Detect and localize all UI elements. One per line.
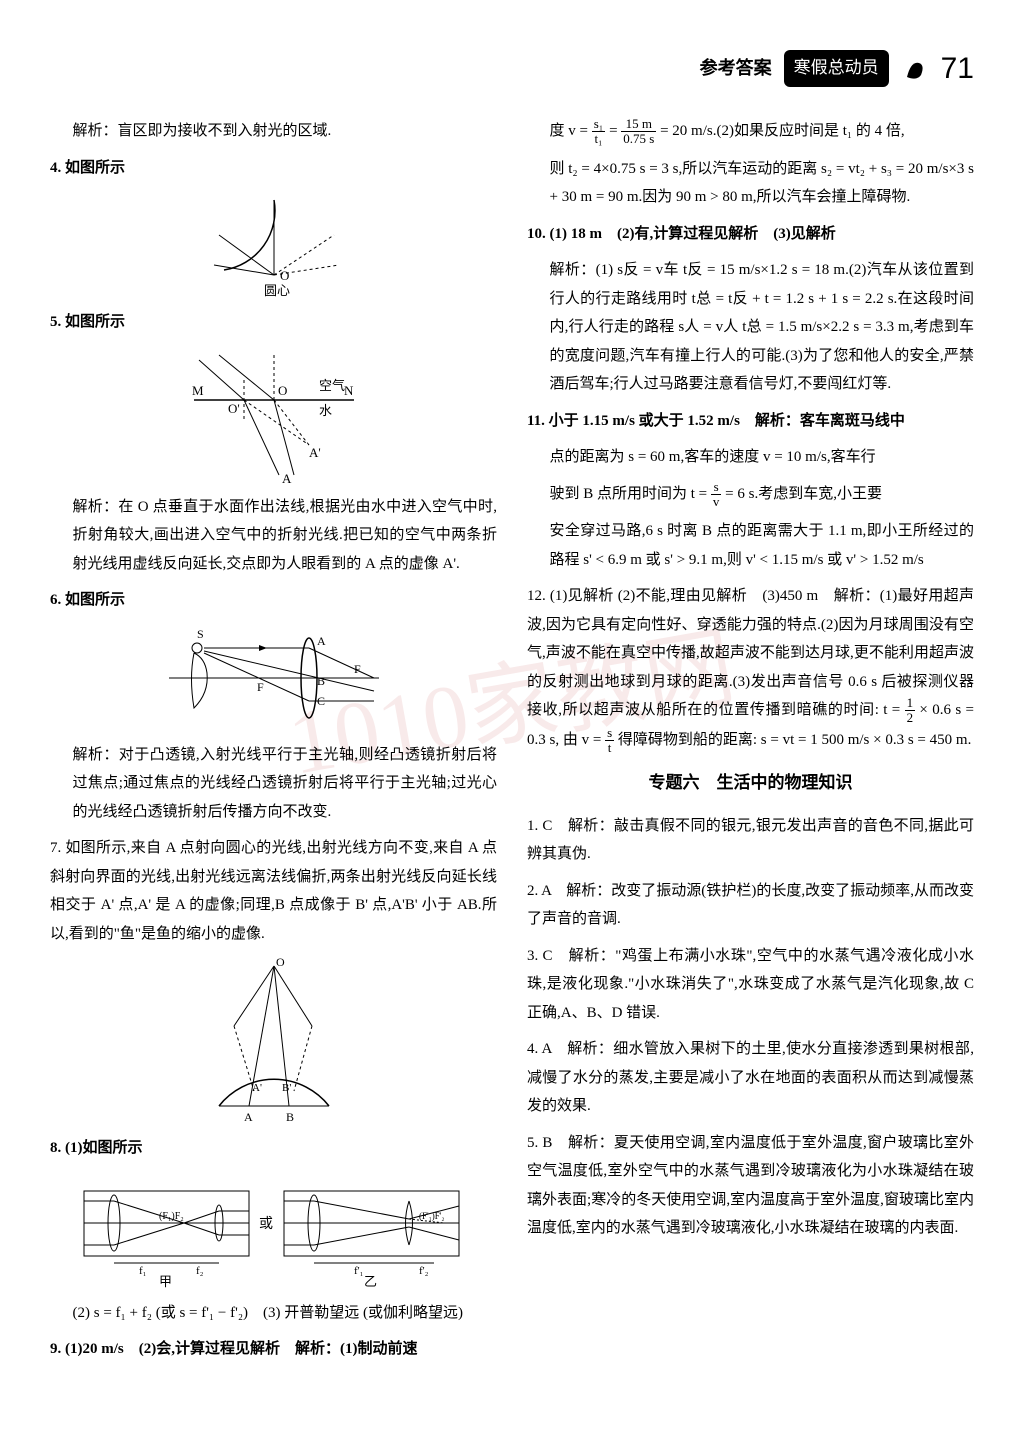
svg-text:B: B [317, 674, 325, 688]
figure-8: <😨line x1="10" y1="30" x2="40" y2="30" s… [50, 1171, 497, 1291]
svg-text:A: A [317, 634, 326, 648]
q3-explanation: 解析：盲区即为接收不到入射光的区域. [50, 117, 497, 146]
q11-b: 驶到 B 点所用时间为 t = sv = 6 s.考虑到车宽,小王要 [527, 480, 974, 510]
q5-explanation: 解析：在 O 点垂直于水面作出法线,根据光由水中进入空气中时,折射角较大,画出进… [50, 493, 497, 579]
svg-text:F: F [257, 680, 264, 694]
svg-text:S: S [197, 627, 204, 641]
fig8-svg: <😨line x1="10" y1="30" x2="40" y2="30" s… [74, 1171, 474, 1291]
q12: 12. (1)见解析 (2)不能,理由见解析 (3)450 m 解析：(1)最好… [527, 582, 974, 755]
q9-eq: = [609, 123, 621, 139]
svg-text:f'₂: f'₂ [419, 1265, 429, 1277]
q10-num: 10. (1) 18 m (2)有,计算过程见解析 (3)见解析 [527, 226, 836, 242]
svg-text:B': B' [282, 1082, 291, 1094]
fig4-svg: O 圆心 [204, 190, 344, 300]
q6-explanation: 解析：对于凸透镜,入射光线平行于主光轴,则经凸透镜折射后将过焦点;通过焦点的光线… [50, 741, 497, 827]
page-root: 1010家教网 参考答案 寒假总动员 71 解析：盲区即为接收不到入射光的区域.… [50, 40, 974, 1372]
q11-b-a: 驶到 B 点所用时间为 t = [550, 486, 711, 502]
s6-q4: 4. A 解析：细水管放入果树下的土里,使水分直接渗透到果树根部,减慢了水分的蒸… [527, 1035, 974, 1121]
q11-num: 11. 小于 1.15 m/s 或大于 1.52 m/s 解析：客车离斑马线中 [527, 413, 905, 429]
svg-text:A: A [282, 471, 292, 485]
svg-text:A': A' [309, 445, 321, 460]
svg-text:F: F [354, 662, 361, 676]
q6-label: 6. 如图所示 [50, 586, 497, 615]
section-6-title: 专题六 生活中的物理知识 [527, 767, 974, 799]
fraction-icon: st [605, 726, 614, 756]
s6-q3: 3. C 解析："鸡蛋上布满小水珠",空气中的水蒸气遇冷液化成小水珠,是液化现象… [527, 942, 974, 1028]
q11-b-b: = 6 s.考虑到车宽,小王要 [725, 486, 882, 502]
q12-c: 得障碍物到船的距离: s = vt = 1 500 m/s × 0.3 s = … [618, 732, 971, 748]
header-ref-label: 参考答案 [700, 51, 772, 85]
svg-text:水: 水 [319, 403, 332, 418]
svg-text:O: O [280, 268, 289, 283]
svg-text:f'₁: f'₁ [354, 1265, 364, 1277]
q8-label: 8. (1)如图所示 [50, 1134, 497, 1163]
q9-label: 9. (1)20 m/s (2)会,计算过程见解析 解析：(1)制动前速 [50, 1335, 497, 1364]
q6-num: 6. 如图所示 [50, 592, 125, 608]
s6-q5: 5. B 解析：夏天使用空调,室内温度低于室外温度,窗户玻璃比室外空气温度低,室… [527, 1129, 974, 1243]
fraction-icon: 15 m0.75 s [621, 117, 656, 147]
svg-text:A: A [244, 1110, 253, 1124]
svg-text:C: C [317, 694, 325, 708]
q8-num: 8. (1)如图所示 [50, 1140, 143, 1156]
q10-explanation: 解析：(1) s反 = v车 t反 = 15 m/s×1.2 s = 18 m.… [527, 256, 974, 399]
figure-4: O 圆心 [50, 190, 497, 300]
svg-text:M: M [192, 383, 204, 398]
mascot-icon [901, 55, 929, 83]
two-column-layout: 解析：盲区即为接收不到入射光的区域. 4. 如图所示 O 圆心 5. 如图所示 [50, 117, 974, 1372]
svg-text:甲: 甲 [159, 1274, 172, 1289]
fraction-icon: 12 [905, 696, 916, 726]
left-column: 解析：盲区即为接收不到入射光的区域. 4. 如图所示 O 圆心 5. 如图所示 [50, 117, 497, 1372]
q5-label: 5. 如图所示 [50, 308, 497, 337]
svg-text:O: O [276, 956, 285, 969]
fig6-svg: S A B C F F [159, 623, 389, 733]
q9-num: 9. (1)20 m/s (2)会,计算过程见解析 解析：(1)制动前速 [50, 1341, 417, 1357]
content-area: 参考答案 寒假总动员 71 解析：盲区即为接收不到入射光的区域. 4. 如图所示 [50, 40, 974, 1372]
svg-text:O': O' [228, 401, 240, 416]
q4-label: 4. 如图所示 [50, 154, 497, 183]
fraction-icon: sv [711, 480, 722, 510]
s6-q1: 1. C 解析：敲击真假不同的银元,银元发出声音的音色不同,据此可辨其真伪. [527, 812, 974, 869]
figure-7: O A B A' B' [50, 956, 497, 1126]
s6-q2: 2. A 解析：改变了振动源(铁护栏)的长度,改变了振动频率,从而改变了声音的音… [527, 877, 974, 934]
svg-text:f₂: f₂ [196, 1265, 204, 1277]
svg-text:A': A' [252, 1082, 262, 1094]
svg-text:或: 或 [259, 1216, 273, 1232]
svg-text:N: N [344, 383, 354, 398]
right-column: 度 v = s₁t₁ = 15 m0.75 s = 20 m/s.(2)如果反应… [527, 117, 974, 1372]
header-badge: 寒假总动员 [784, 50, 889, 86]
q9-cont: 度 v = s₁t₁ = 15 m0.75 s = 20 m/s.(2)如果反应… [527, 117, 974, 147]
q11-label: 11. 小于 1.15 m/s 或大于 1.52 m/s 解析：客车离斑马线中 [527, 407, 974, 436]
fig7-svg: O A B A' B' [194, 956, 354, 1126]
page-header: 参考答案 寒假总动员 71 [50, 40, 974, 97]
q8-part2: (2) s = f₁ + f₂ (或 s = f'₁ − f'₂) (3) 开普… [50, 1299, 497, 1328]
figure-6: S A B C F F [50, 623, 497, 733]
q10-label: 10. (1) 18 m (2)有,计算过程见解析 (3)见解析 [527, 220, 974, 249]
svg-text:B: B [286, 1110, 294, 1124]
q11-a: 点的距离为 s = 60 m,客车的速度 v = 10 m/s,客车行 [527, 443, 974, 472]
q9-text-a: 度 v = [550, 123, 592, 139]
svg-text:乙: 乙 [364, 1274, 377, 1289]
figure-5: M N O O' 空气 水 A A' [50, 345, 497, 485]
svg-text:f₁: f₁ [139, 1265, 147, 1277]
svg-text:圆心: 圆心 [264, 283, 290, 298]
svg-text:(F₁)F₂: (F₁)F₂ [159, 1211, 184, 1222]
q11-c: 安全穿过马路,6 s 时离 B 点的距离需大于 1.1 m,即小王所经过的路程 … [527, 517, 974, 574]
q7-text: 7. 如图所示,来自 A 点射向圆心的光线,出射光线方向不变,来自 A 点斜射向… [50, 834, 497, 948]
fig5-svg: M N O O' 空气 水 A A' [184, 345, 364, 485]
q9-cont-c: 则 t₂ = 4×0.75 s = 3 s,所以汽车运动的距离 s₂ = vt₂… [527, 155, 974, 212]
q4-number: 4. 如图所示 [50, 160, 125, 176]
q5-num: 5. 如图所示 [50, 314, 125, 330]
fraction-icon: s₁t₁ [592, 117, 606, 147]
svg-text:O: O [278, 383, 287, 398]
svg-text:空气: 空气 [319, 378, 345, 393]
page-number: 71 [941, 40, 974, 97]
q9-text-b: = 20 m/s.(2)如果反应时间是 t₁ 的 4 倍, [660, 123, 905, 139]
svg-text:(F'₁)F'₂: (F'₁)F'₂ [419, 1211, 445, 1221]
